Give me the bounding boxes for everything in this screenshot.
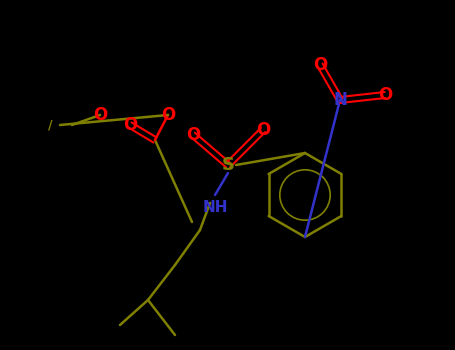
Text: /: / [48, 119, 52, 132]
Text: O: O [186, 126, 200, 144]
Text: O: O [93, 106, 107, 124]
Text: O: O [256, 121, 270, 139]
Text: O: O [161, 106, 175, 124]
Text: NH: NH [202, 199, 228, 215]
Text: O: O [123, 116, 137, 134]
Text: O: O [313, 56, 327, 74]
Text: S: S [222, 156, 234, 174]
Text: N: N [333, 91, 347, 109]
Text: O: O [378, 86, 392, 104]
